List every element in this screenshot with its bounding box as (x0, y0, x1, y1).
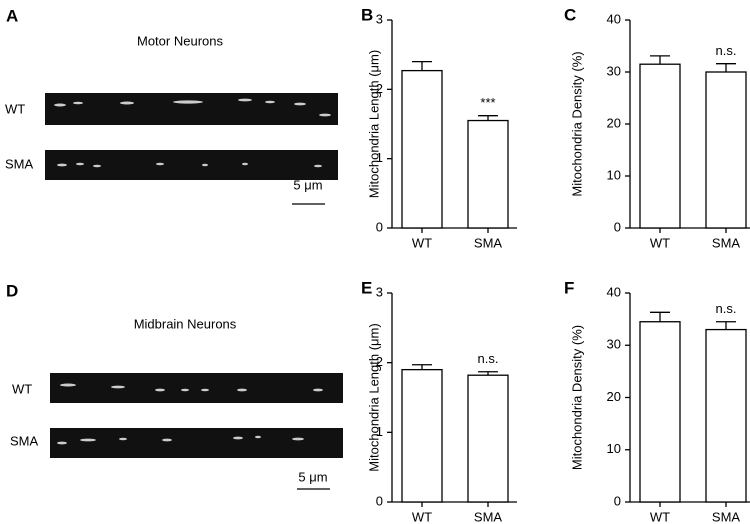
x-tick-label: SMA (474, 509, 503, 524)
y-tick-label: 40 (607, 284, 621, 299)
bar (639, 63, 681, 229)
y-tick-label: 0 (614, 493, 621, 508)
y-tick-label: 3 (376, 284, 383, 299)
y-tick-label: 0 (376, 219, 383, 234)
panel-label: D (6, 281, 18, 300)
y-axis-label: Mitochondria Density (%) (569, 325, 584, 470)
x-tick-label: WT (412, 235, 432, 250)
mitochondria (54, 98, 331, 168)
x-tick-label: SMA (712, 235, 741, 250)
y-tick-label: 0 (614, 219, 621, 234)
bar (467, 374, 509, 503)
y-tick-label: 40 (607, 11, 621, 26)
panel-title: Midbrain Neurons (134, 316, 237, 331)
y-axis-label: Mitochondria Length (μm) (366, 323, 381, 471)
significance-label: *** (480, 95, 495, 110)
bar (705, 328, 747, 503)
scale-bar-label: 5 μm (298, 469, 327, 484)
micrograph (45, 93, 338, 125)
y-tick-label: 10 (607, 167, 621, 182)
row-label: SMA (5, 156, 34, 171)
y-tick-label: 1 (376, 424, 383, 439)
panel-label: A (6, 6, 18, 25)
y-tick-label: 2 (376, 81, 383, 96)
x-tick-label: WT (650, 509, 670, 524)
y-axis-label: Mitochondria Length (μm) (366, 50, 381, 198)
significance-label: n.s. (716, 301, 737, 316)
significance-label: n.s. (716, 43, 737, 58)
y-tick-label: 10 (607, 441, 621, 456)
y-tick-label: 0 (376, 493, 383, 508)
y-tick-label: 3 (376, 11, 383, 26)
y-tick-label: 1 (376, 150, 383, 165)
y-tick-label: 2 (376, 354, 383, 369)
micrograph (45, 150, 338, 180)
x-tick-label: SMA (712, 509, 741, 524)
y-tick-label: 30 (607, 63, 621, 78)
bar (467, 119, 509, 229)
panel-label: E (361, 278, 372, 297)
x-tick-label: WT (650, 235, 670, 250)
significance-label: n.s. (478, 351, 499, 366)
mitochondria (57, 383, 323, 445)
bar (401, 368, 443, 503)
row-label: WT (12, 381, 32, 396)
scale-bar-label: 5 μm (293, 177, 322, 192)
y-tick-label: 30 (607, 337, 621, 352)
image-panel-d: D Midbrain Neurons WT SMA 5 μm (6, 281, 343, 490)
panel-label: F (564, 278, 574, 297)
bar (639, 321, 681, 503)
panel-title: Motor Neurons (137, 33, 223, 48)
row-label: SMA (10, 433, 39, 448)
image-panel-a: A Motor Neurons WT SMA 5 μm (5, 6, 338, 205)
micrograph (50, 373, 343, 403)
x-tick-label: WT (412, 509, 432, 524)
x-tick-label: SMA (474, 235, 503, 250)
row-label: WT (5, 101, 25, 116)
y-tick-label: 20 (607, 115, 621, 130)
panel-label: C (564, 5, 576, 24)
bar (401, 69, 443, 229)
y-axis-label: Mitochondria Density (%) (569, 51, 584, 196)
y-tick-label: 20 (607, 389, 621, 404)
panel-label: B (361, 5, 373, 24)
micrograph (50, 428, 343, 458)
bar (705, 71, 747, 229)
